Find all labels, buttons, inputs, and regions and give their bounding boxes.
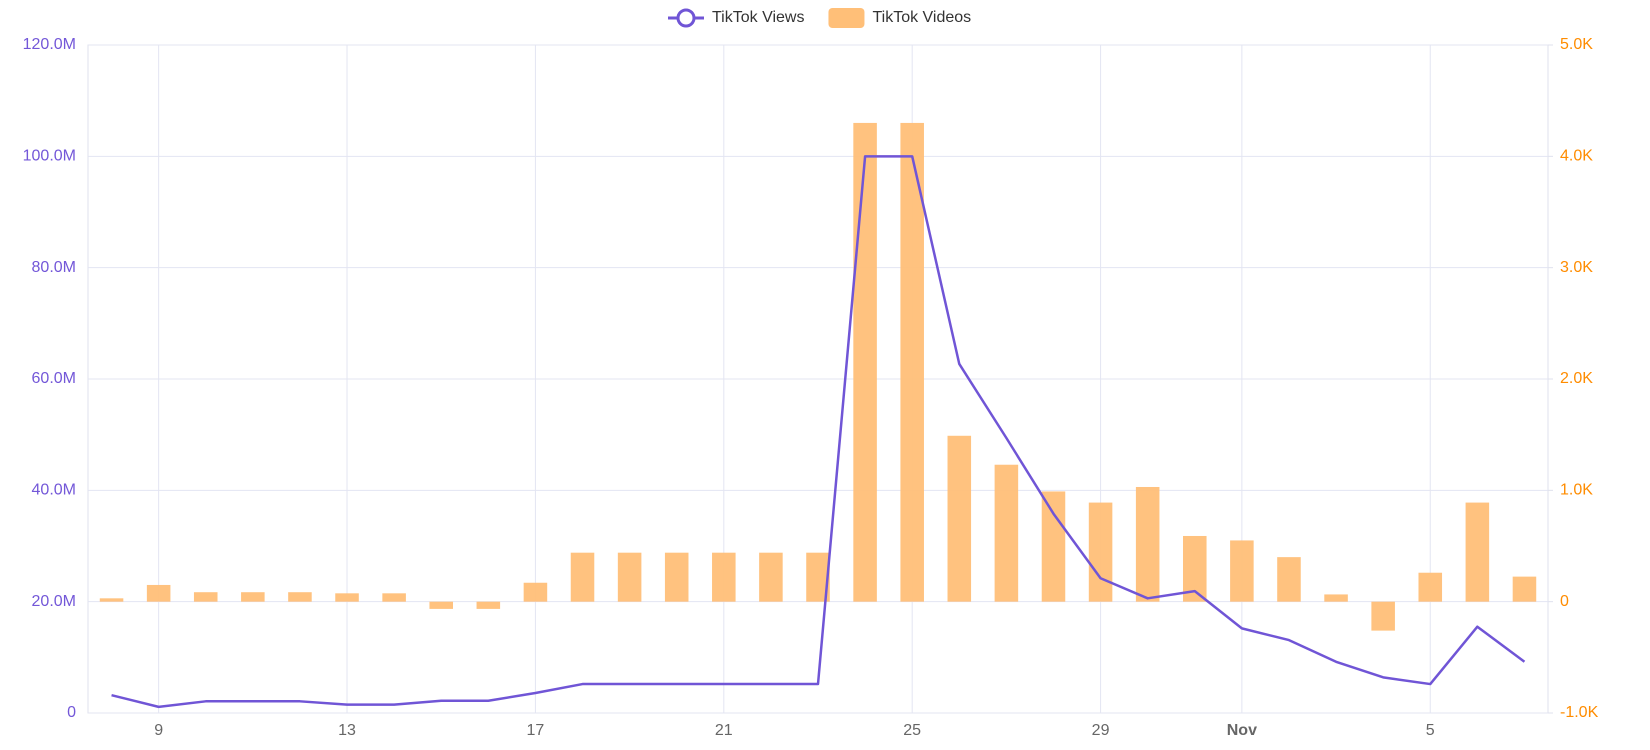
y2-tick-label: 2.0K — [1560, 370, 1593, 387]
bar — [617, 552, 642, 602]
bar — [1465, 502, 1490, 602]
bar — [1324, 594, 1348, 602]
x-tick-label: 21 — [715, 722, 733, 739]
bar — [1135, 486, 1160, 602]
y2-tick-label: -1.0K — [1560, 704, 1599, 721]
bar — [146, 584, 171, 602]
y-tick-label: 20.0M — [32, 593, 76, 610]
bar — [664, 552, 689, 602]
bar — [900, 122, 924, 602]
y2-tick-label: 1.0K — [1560, 482, 1593, 499]
bar — [241, 592, 265, 602]
bar — [994, 464, 1019, 602]
y2-tick-label: 0 — [1560, 593, 1569, 610]
y2-tick-label: 3.0K — [1560, 259, 1593, 276]
x-tick-label: Nov — [1227, 722, 1257, 739]
bar — [759, 552, 783, 602]
line — [111, 155, 1526, 709]
bar — [523, 582, 548, 602]
bar — [712, 552, 736, 602]
bar — [1088, 502, 1113, 602]
bar — [476, 601, 501, 609]
bar — [1512, 576, 1537, 602]
y-tick-label: 120.0M — [23, 36, 76, 53]
x-tick-label: 17 — [527, 722, 545, 739]
bar — [570, 552, 595, 602]
bar — [1230, 540, 1254, 602]
bar — [335, 593, 359, 602]
legend-marker — [676, 8, 696, 28]
legend-swatch — [828, 8, 865, 28]
x-tick-label: 25 — [903, 722, 921, 739]
bar — [806, 552, 830, 602]
y-tick-label: 0 — [67, 704, 76, 721]
bar — [1371, 601, 1395, 631]
bar — [1277, 557, 1301, 602]
legend-label: TikTok Videos — [872, 9, 971, 26]
bar — [382, 593, 406, 602]
y-tick-label: 40.0M — [32, 482, 76, 499]
bar — [99, 598, 124, 602]
y-tick-label: 60.0M — [32, 370, 76, 387]
bar — [947, 435, 972, 602]
bar — [429, 601, 453, 609]
x-tick-label: 5 — [1426, 722, 1435, 739]
bar — [193, 592, 218, 602]
bar — [1041, 491, 1066, 602]
x-tick-label: 9 — [154, 722, 163, 739]
y-tick-label: 100.0M — [23, 148, 76, 165]
bar — [288, 592, 312, 602]
x-tick-label: 29 — [1092, 722, 1110, 739]
y2-tick-label: 4.0K — [1560, 148, 1593, 165]
y-tick-label: 80.0M — [32, 259, 76, 276]
bar — [853, 122, 877, 602]
bar — [1418, 572, 1443, 602]
legend-label: TikTok Views — [712, 9, 804, 26]
bar — [1183, 535, 1207, 602]
x-tick-label: 13 — [338, 722, 356, 739]
y2-tick-label: 5.0K — [1560, 36, 1593, 53]
